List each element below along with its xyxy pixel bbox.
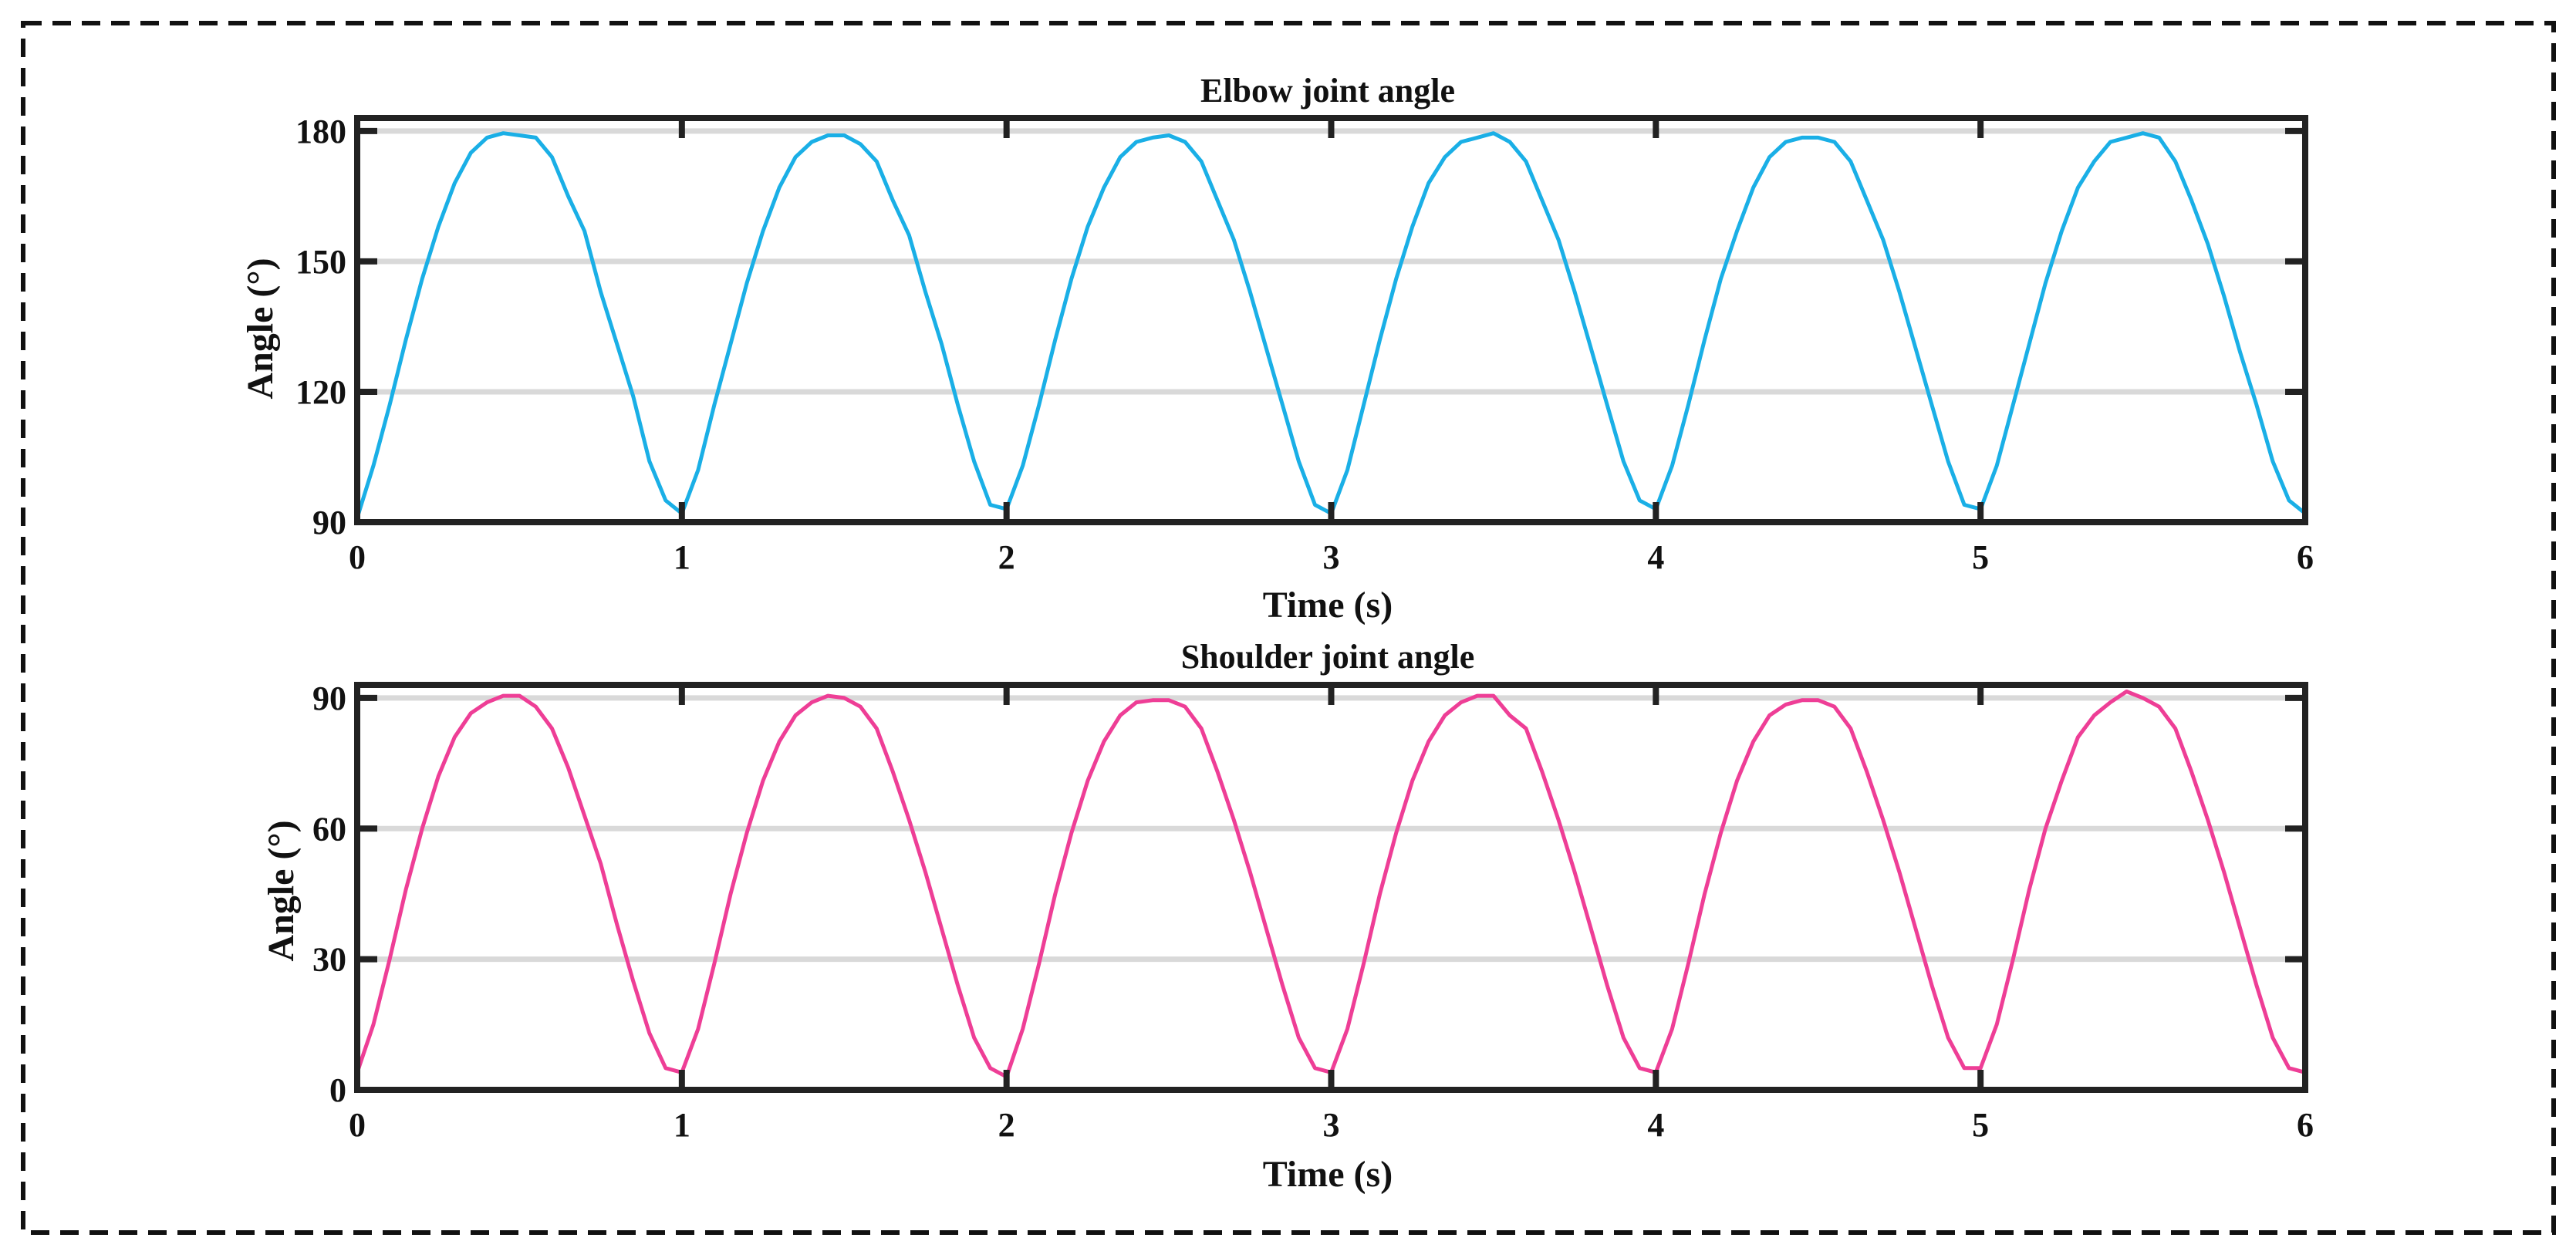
shoulder-y-tick-label: 60: [312, 810, 346, 848]
shoulder-y-tick-label: 90: [312, 680, 346, 717]
elbow-y-tick-label: 120: [295, 373, 346, 411]
elbow-y-tick-label: 150: [295, 243, 346, 281]
elbow-x-tick-label: 2: [998, 538, 1015, 576]
elbow-x-tick-label: 3: [1323, 538, 1340, 576]
shoulder-angle-series-line: [355, 690, 2306, 1079]
elbow-chart-y-axis-label: Angle (°): [240, 258, 281, 399]
shoulder-x-tick-label: 1: [674, 1106, 690, 1144]
shoulder-chart-x-axis-label: Time (s): [1263, 1154, 1393, 1195]
elbow-y-tick-label: 90: [312, 504, 346, 541]
elbow-chart-x-axis-label: Time (s): [1263, 585, 1393, 626]
shoulder-chart-y-ticks: 0 30 60 90: [312, 680, 2305, 1109]
shoulder-chart-title: Shoulder joint angle: [1181, 638, 1475, 676]
elbow-chart-title: Elbow joint angle: [1200, 72, 1455, 110]
shoulder-x-tick-label: 4: [1647, 1106, 1664, 1144]
elbow-y-tick-label: 180: [295, 113, 346, 150]
shoulder-chart: Shoulder joint angle 0 1 2 3 4 5 6 0 30 60 90 Tim…: [261, 638, 2314, 1195]
shoulder-x-tick-label: 3: [1323, 1106, 1340, 1144]
elbow-x-tick-label: 5: [1972, 538, 1989, 576]
elbow-chart: Elbow joint angle 0 1 2 3 4 5 6 90 120 150 180 Ti…: [240, 72, 2314, 626]
shoulder-chart-y-axis-label: Angle (°): [261, 820, 302, 961]
elbow-x-tick-label: 1: [674, 538, 690, 576]
shoulder-x-tick-label: 6: [2297, 1106, 2314, 1144]
shoulder-y-tick-label: 0: [329, 1071, 346, 1109]
shoulder-x-tick-label: 0: [349, 1106, 366, 1144]
elbow-chart-x-ticks: 0 1 2 3 4 5 6: [349, 118, 2314, 576]
elbow-x-tick-label: 4: [1647, 538, 1664, 576]
elbow-x-tick-label: 0: [349, 538, 366, 576]
shoulder-x-tick-label: 5: [1972, 1106, 1989, 1144]
elbow-angle-series-line: [355, 131, 2307, 519]
dashed-frame-border: [21, 21, 2556, 1235]
shoulder-chart-x-ticks: 0 1 2 3 4 5 6: [349, 685, 2314, 1144]
elbow-x-tick-label: 6: [2297, 538, 2314, 576]
elbow-chart-y-ticks: 90 120 150 180: [295, 113, 2305, 541]
shoulder-x-tick-label: 2: [998, 1106, 1015, 1144]
shoulder-y-tick-label: 30: [312, 941, 346, 979]
